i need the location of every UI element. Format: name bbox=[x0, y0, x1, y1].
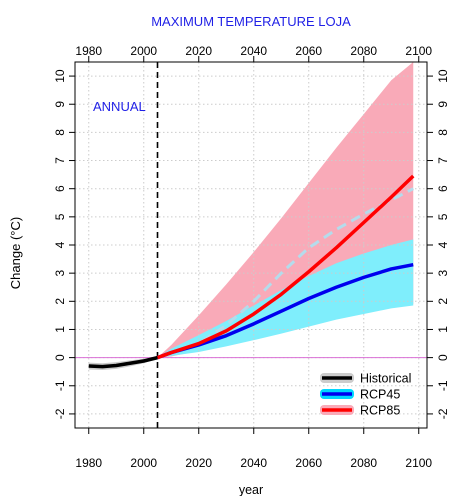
x-tick-label-bottom-1: 2000 bbox=[130, 456, 157, 470]
y-tick-label-left-1: -1 bbox=[53, 380, 67, 391]
y-tick-label-left-10: 8 bbox=[53, 129, 67, 136]
y-tick-label-right-7: 5 bbox=[436, 213, 450, 220]
y-tick-label-left-9: 7 bbox=[53, 157, 67, 164]
legend-label-0: Historical bbox=[360, 372, 411, 386]
y-tick-label-right-3: 1 bbox=[436, 326, 450, 333]
y-tick-label-left-12: 10 bbox=[53, 69, 67, 83]
y-tick-label-right-0: -2 bbox=[436, 408, 450, 419]
y-tick-label-right-11: 9 bbox=[436, 101, 450, 108]
x-tick-label-top-3: 2040 bbox=[240, 44, 267, 58]
legend-label-2: RCP85 bbox=[360, 404, 400, 418]
x-tick-label-bottom-4: 2060 bbox=[295, 456, 322, 470]
y-tick-label-left-0: -2 bbox=[53, 408, 67, 419]
x-tick-label-bottom-2: 2020 bbox=[185, 456, 212, 470]
chart-title: MAXIMUM TEMPERATURE LOJA bbox=[151, 14, 351, 29]
x-tick-label-bottom-3: 2040 bbox=[240, 456, 267, 470]
y-tick-label-right-4: 2 bbox=[436, 298, 450, 305]
x-tick-label-top-2: 2020 bbox=[185, 44, 212, 58]
y-tick-label-left-2: 0 bbox=[53, 354, 67, 361]
y-tick-label-right-6: 4 bbox=[436, 241, 450, 248]
y-tick-label-right-10: 8 bbox=[436, 129, 450, 136]
y-tick-label-right-1: -1 bbox=[436, 380, 450, 391]
legend-label-1: RCP45 bbox=[360, 388, 400, 402]
y-tick-label-left-11: 9 bbox=[53, 101, 67, 108]
y-tick-label-left-8: 6 bbox=[53, 185, 67, 192]
y-axis-label: Change (°C) bbox=[8, 217, 23, 289]
historical-line bbox=[88, 355, 158, 369]
legend: Historical RCP45 RCP85 bbox=[320, 372, 411, 418]
y-tick-label-right-5: 3 bbox=[436, 269, 450, 276]
y-tick-label-right-2: 0 bbox=[436, 354, 450, 361]
x-tick-label-bottom-0: 1980 bbox=[75, 456, 102, 470]
y-tick-label-left-6: 4 bbox=[53, 241, 67, 248]
lines-layer bbox=[75, 62, 427, 428]
x-tick-label-top-1: 2000 bbox=[130, 44, 157, 58]
y-tick-label-right-12: 10 bbox=[436, 69, 450, 83]
x-tick-label-bottom-6: 2100 bbox=[405, 456, 432, 470]
y-tick-label-left-3: 1 bbox=[53, 326, 67, 333]
y-tick-label-left-4: 2 bbox=[53, 298, 67, 305]
x-tick-label-bottom-5: 2080 bbox=[350, 456, 377, 470]
y-tick-label-left-7: 5 bbox=[53, 213, 67, 220]
x-tick-label-top-5: 2080 bbox=[350, 44, 377, 58]
x-tick-label-top-0: 1980 bbox=[75, 44, 102, 58]
y-tick-label-left-5: 3 bbox=[53, 269, 67, 276]
annual-annotation: ANNUAL bbox=[93, 99, 146, 114]
x-tick-label-top-6: 2100 bbox=[405, 44, 432, 58]
x-tick-label-top-4: 2060 bbox=[295, 44, 322, 58]
axes-layer: 1980198020002000202020202040204020602060… bbox=[53, 44, 450, 470]
x-axis-label: year bbox=[239, 483, 263, 496]
y-tick-label-right-9: 7 bbox=[436, 157, 450, 164]
rcp85-line bbox=[156, 174, 415, 360]
y-tick-label-right-8: 6 bbox=[436, 185, 450, 192]
